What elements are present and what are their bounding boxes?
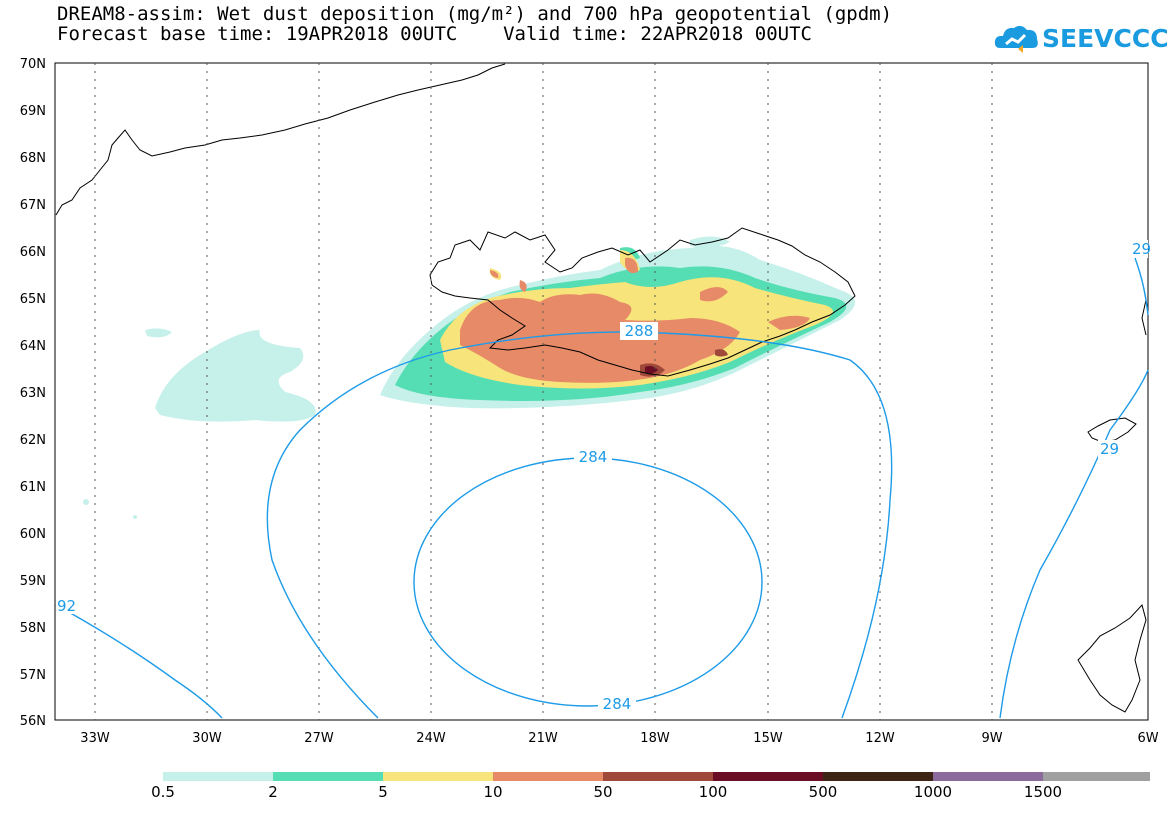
legend-swatch: [603, 772, 713, 781]
lat-label: 61N: [20, 480, 46, 495]
contour-label-text: 284: [603, 695, 632, 713]
lon-label: 33W: [80, 731, 110, 746]
legend-swatch: [273, 772, 383, 781]
lat-label: 69N: [20, 104, 46, 119]
legend-label: 500: [808, 783, 838, 801]
lat-label: 67N: [20, 198, 46, 213]
contour-label-text: 284: [579, 448, 608, 466]
logo-text: SEEVCCC: [1042, 24, 1169, 53]
faroe-islands: [1087, 417, 1137, 443]
contour-label-284-bottom: 284: [598, 695, 636, 713]
contour-label-29-ne: 29: [1130, 240, 1151, 258]
lat-label: 62N: [20, 433, 46, 448]
contour-label-284-top: 284: [574, 448, 612, 466]
forecast-times: Forecast base time: 19APR2018 00UTC Vali…: [57, 23, 812, 45]
contour-label-29-east: 29: [1098, 440, 1119, 458]
contour-292-west: [55, 604, 223, 719]
greenland-coastline: [55, 63, 506, 216]
lat-label: 66N: [20, 245, 46, 260]
legend-label: 50: [593, 783, 613, 801]
lat-label: 63N: [20, 386, 46, 401]
contour-292-ne: [1134, 257, 1149, 316]
lon-label: 9W: [981, 731, 1002, 746]
legend-swatch: [823, 772, 933, 781]
graticule: [94, 63, 993, 720]
lat-label: 60N: [20, 527, 46, 542]
lat-label: 59N: [20, 574, 46, 589]
iceland-coastline: [429, 227, 856, 377]
lat-label: 70N: [20, 57, 46, 72]
contour-label-text: 92: [57, 597, 76, 615]
legend-label: 5: [378, 783, 388, 801]
lat-label: 56N: [20, 714, 46, 729]
lon-label: 30W: [192, 731, 222, 746]
lon-label: 24W: [416, 731, 446, 746]
lat-label: 58N: [20, 621, 46, 636]
legend-swatch: [713, 772, 823, 781]
legend-swatch: [493, 772, 603, 781]
legend-swatch: [163, 772, 273, 781]
seevccc-logo: SEEVCCC: [992, 18, 1169, 60]
legend-label: 100: [698, 783, 728, 801]
lat-label: 64N: [20, 339, 46, 354]
legend-label: 10: [483, 783, 503, 801]
legend-label: 0.5: [151, 783, 175, 801]
legend-label: 1000: [913, 783, 953, 801]
legend-swatch: [933, 772, 1043, 781]
norway-coast-fragment: [1141, 299, 1147, 336]
lon-label: 15W: [753, 731, 783, 746]
contour-label-text: 29: [1100, 440, 1119, 458]
lon-label: 27W: [304, 731, 334, 746]
longitude-labels: 33W 30W 27W 24W 21W 18W 15W 12W 9W 6W: [80, 731, 1158, 746]
legend-swatch: [383, 772, 493, 781]
scotland-coastline: [1077, 603, 1147, 713]
legend-label: 2: [268, 783, 278, 801]
contour-292-east: [999, 369, 1149, 719]
lon-label: 18W: [640, 731, 670, 746]
chart-title: DREAM8-assim: Wet dust deposition (mg/m²…: [57, 3, 893, 25]
lon-label: 21W: [528, 731, 558, 746]
contour-label-288: 288: [620, 322, 658, 340]
lon-label: 6W: [1137, 731, 1158, 746]
dust-shading-10-50: [460, 257, 810, 383]
contour-label-292-west: 92: [56, 597, 76, 615]
latitude-labels: 70N 69N 68N 67N 66N 65N 64N 63N 62N 61N …: [20, 57, 46, 729]
lat-label: 68N: [20, 151, 46, 166]
legend-swatch: [1043, 772, 1150, 781]
legend-label: 1500: [1023, 783, 1063, 801]
cloud-icon: [994, 25, 1038, 53]
contour-288: [266, 331, 893, 719]
lon-label: 12W: [865, 731, 895, 746]
contour-label-text: 288: [625, 322, 654, 340]
contour-label-text: 29: [1132, 240, 1151, 258]
lat-label: 57N: [20, 668, 46, 683]
lat-label: 65N: [20, 292, 46, 307]
